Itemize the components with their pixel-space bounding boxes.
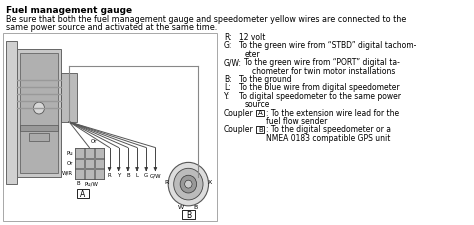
Bar	[6, 41, 17, 184]
Bar	[256, 110, 264, 117]
Text: Coupler: Coupler	[224, 108, 254, 117]
Text: B: B	[126, 173, 130, 178]
Text: Pu/W: Pu/W	[84, 181, 98, 186]
Text: 12 volt: 12 volt	[239, 33, 265, 42]
Text: X: X	[208, 180, 212, 185]
Text: R: R	[108, 173, 111, 178]
Bar	[75, 169, 84, 179]
Text: fuel flow sender: fuel flow sender	[266, 117, 328, 126]
Text: Coupler: Coupler	[224, 125, 254, 134]
Circle shape	[185, 180, 192, 188]
Bar	[85, 159, 94, 168]
Text: A: A	[258, 110, 263, 116]
Circle shape	[168, 162, 209, 206]
Text: B: B	[77, 181, 80, 186]
Bar	[85, 169, 94, 179]
Text: Y: Y	[117, 173, 120, 178]
Text: : To the digital speedometer or a: : To the digital speedometer or a	[266, 125, 391, 134]
Text: eter: eter	[244, 50, 260, 59]
Text: To the green wire from “PORT” digital ta-: To the green wire from “PORT” digital ta…	[244, 58, 400, 67]
Text: same power source and activated at the same time.: same power source and activated at the s…	[6, 23, 217, 32]
Text: B:: B:	[224, 75, 232, 84]
Text: G/W: G/W	[150, 173, 161, 178]
Bar	[75, 148, 104, 179]
Text: NMEA 0183 compatible GPS unit: NMEA 0183 compatible GPS unit	[266, 134, 391, 143]
Bar	[61, 72, 77, 122]
Circle shape	[34, 102, 45, 114]
Bar	[95, 148, 104, 158]
Bar	[29, 133, 49, 141]
Text: L: L	[136, 173, 138, 178]
Bar	[256, 126, 264, 133]
Bar	[17, 49, 61, 177]
Bar	[20, 125, 58, 131]
Text: : To the extension wire lead for the: : To the extension wire lead for the	[266, 108, 400, 117]
Text: B: B	[258, 127, 263, 133]
Bar	[95, 169, 104, 179]
Text: source: source	[244, 100, 270, 109]
Text: R: R	[164, 180, 168, 185]
Bar	[75, 148, 84, 158]
Text: Fuel management gauge: Fuel management gauge	[6, 6, 132, 15]
Text: B: B	[193, 205, 198, 210]
Bar	[20, 53, 58, 173]
Bar	[182, 210, 195, 219]
Circle shape	[173, 168, 203, 200]
Text: Be sure that both the fuel management gauge and speedometer yellow wires are con: Be sure that both the fuel management ga…	[6, 15, 406, 24]
Text: Pu: Pu	[66, 151, 73, 156]
Text: Or: Or	[91, 139, 98, 144]
Text: chometer for twin motor installations: chometer for twin motor installations	[252, 67, 395, 76]
Text: Or: Or	[66, 161, 73, 166]
Text: W/R: W/R	[62, 171, 73, 176]
Text: R:: R:	[224, 33, 232, 42]
Text: G/W:: G/W:	[224, 58, 242, 67]
Text: G:: G:	[224, 41, 232, 50]
Bar	[75, 159, 84, 168]
Text: A: A	[80, 190, 86, 199]
Text: To the green wire from “STBD” digital tachom-: To the green wire from “STBD” digital ta…	[239, 41, 416, 50]
Text: To the ground: To the ground	[239, 75, 292, 84]
Text: W: W	[178, 205, 184, 210]
Text: B: B	[186, 211, 191, 220]
Bar	[76, 189, 90, 198]
Text: To digital speedometer to the same power: To digital speedometer to the same power	[239, 92, 401, 101]
Text: L:: L:	[224, 83, 231, 92]
Bar	[3, 33, 217, 221]
Bar	[95, 159, 104, 168]
Circle shape	[180, 175, 197, 193]
Text: Y:: Y:	[224, 92, 230, 101]
Text: G: G	[144, 173, 148, 178]
Text: To the blue wire from digital speedometer: To the blue wire from digital speedomete…	[239, 83, 400, 92]
Bar	[85, 148, 94, 158]
